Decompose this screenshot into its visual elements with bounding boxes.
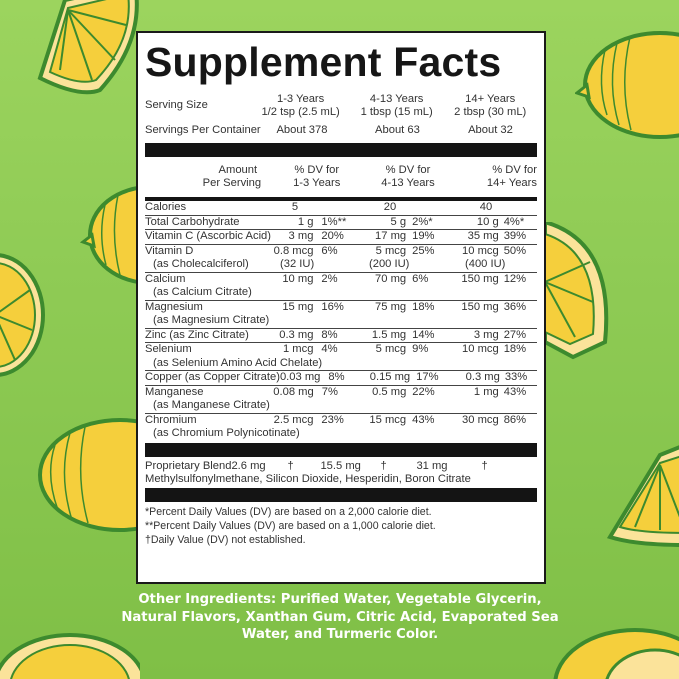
lemon-slice-icon: [553, 628, 679, 679]
servings-per-container-row: Servings Per Container About 378 About 6…: [145, 123, 513, 136]
lemon-slice-icon: [37, 0, 139, 95]
serving-col-3: 14+ Years 2 tbsp (30 mL): [454, 92, 527, 118]
nutrient-row: Calcium 10 mg 2% 70 mg 6% 150 mg 12% (as…: [145, 273, 537, 301]
table-header: Amount Per Serving % DV for 1-3 Years % …: [145, 157, 537, 197]
lemon-slice-icon: [0, 253, 45, 377]
supplement-facts-panel: Supplement Facts Serving Size 1-3 Years …: [136, 31, 546, 584]
serving-col-2: 4-13 Years 1 tbsp (15 mL): [360, 92, 433, 118]
servings-label: Servings Per Container: [145, 123, 261, 136]
footnotes: *Percent Daily Values (DV) are based on …: [145, 505, 436, 546]
amount-per-serving-header: Amount Per Serving: [202, 164, 262, 189]
nutrient-row: Zinc (as Zinc Citrate) 0.3 mg 8% 1.5 mg …: [145, 329, 537, 343]
lemon-slice-icon: [606, 445, 679, 547]
lemon-slice-icon: [0, 633, 140, 679]
nutrient-row: Total Carbohydrate 1 g 1%** 5 g 2%* 10 g…: [145, 216, 537, 230]
divider-bar: [145, 143, 537, 157]
dv-header-2: % DV for 4-13 Years: [381, 164, 435, 189]
nutrient-row: Selenium 1 mcg 4% 5 mcg 9% 10 mcg 18% (a…: [145, 343, 537, 371]
proprietary-blend-row: Proprietary Blend 2.6 mg † 15.5 mg † 31 …: [145, 459, 488, 486]
nutrient-row: Calories 5 20 40: [145, 201, 537, 216]
dv-header-1: % DV for 1-3 Years: [293, 164, 341, 189]
nutrient-row: Magnesium 15 mg 16% 75 mg 18% 150 mg 36%…: [145, 301, 537, 329]
dv-header-3: % DV for 14+ Years: [486, 164, 537, 189]
serving-size-label: Serving Size: [145, 99, 208, 111]
nutrient-row: Manganese 0.08 mg 7% 0.5 mg 22% 1 mg 43%…: [145, 386, 537, 414]
lemon-icon: [80, 185, 140, 285]
header-rule: [145, 197, 537, 201]
nutrient-row: Copper (as Copper Citrate) 0.03 mg 8% 0.…: [145, 371, 537, 386]
divider-bar: [145, 487, 537, 502]
other-ingredients: Other Ingredients: Purified Water, Veget…: [121, 592, 559, 642]
divider-bar: [145, 442, 537, 457]
nutrient-row: Chromium 2.5 mcg 23% 15 mcg 43% 30 mcg 8…: [145, 413, 527, 440]
panel-title: Supplement Facts: [145, 39, 502, 85]
lemon-icon: [38, 418, 140, 532]
lemon-slice-icon: [545, 222, 609, 360]
nutrient-row: Vitamin C (Ascorbic Acid) 3 mg 20% 17 mg…: [145, 230, 537, 245]
serving-size-row: Serving Size 1-3 Years 1/2 tsp (2.5 mL) …: [145, 92, 537, 119]
nutrient-row: Vitamin D 0.8 mcg 6% 5 mcg 25% 10 mcg 50…: [145, 245, 537, 273]
serving-col-1: 1-3 Years 1/2 tsp (2.5 mL): [261, 92, 340, 118]
lemon-icon: [575, 31, 679, 139]
